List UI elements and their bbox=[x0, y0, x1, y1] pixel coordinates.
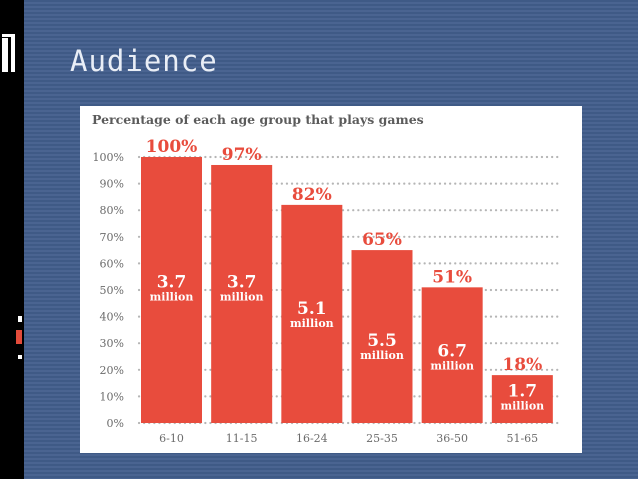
bar bbox=[141, 157, 202, 423]
y-tick-label: 10% bbox=[100, 390, 124, 403]
y-tick-label: 20% bbox=[100, 364, 124, 377]
bar-value-label: 100% bbox=[146, 137, 198, 157]
bar-value-label: 97% bbox=[222, 145, 262, 165]
bar-annotation-number: 1.7 bbox=[508, 381, 538, 401]
bar bbox=[211, 164, 273, 424]
left-edge-bar bbox=[0, 0, 24, 479]
bar-annotation-unit: million bbox=[430, 360, 474, 373]
bar-annotation-unit: million bbox=[360, 349, 404, 362]
side-marker bbox=[16, 330, 22, 344]
bar-annotation-unit: million bbox=[150, 290, 194, 303]
bar bbox=[491, 375, 553, 423]
chart-panel: Percentage of each age group that plays … bbox=[80, 106, 582, 453]
bar-value-label: 51% bbox=[432, 267, 472, 287]
x-tick-label: 51-65 bbox=[506, 432, 538, 445]
corner-decoration bbox=[2, 34, 15, 37]
corner-decoration bbox=[11, 34, 15, 72]
bar-annotation-unit: million bbox=[220, 290, 264, 303]
x-tick-label: 25-35 bbox=[366, 432, 398, 445]
y-tick-label: 60% bbox=[100, 257, 124, 270]
y-tick-label: 50% bbox=[100, 284, 124, 297]
side-marker bbox=[18, 355, 22, 359]
bar-annotation-number: 5.5 bbox=[367, 331, 397, 351]
bar-annotation-number: 6.7 bbox=[437, 342, 467, 362]
side-marker bbox=[18, 316, 22, 322]
bar bbox=[421, 287, 483, 423]
bar bbox=[281, 204, 343, 423]
corner-decoration bbox=[2, 38, 8, 72]
y-tick-label: 0% bbox=[107, 417, 124, 430]
x-tick-label: 11-15 bbox=[226, 432, 258, 445]
y-tick-label: 100% bbox=[93, 151, 124, 164]
bar-value-label: 82% bbox=[292, 185, 332, 205]
bar-value-label: 18% bbox=[502, 355, 542, 375]
x-tick-label: 36-50 bbox=[436, 432, 468, 445]
x-tick-label: 16-24 bbox=[296, 432, 328, 445]
bar-chart: 0% 10% 20% 30% 40% 50% 60% 70% 80% 90% 100% 100% 3.7… bbox=[93, 137, 564, 445]
bar-annotation-number: 3.7 bbox=[227, 272, 257, 292]
bar-value-label: 65% bbox=[362, 230, 402, 250]
y-tick-label: 90% bbox=[100, 178, 124, 191]
bar-annotation-unit: million bbox=[500, 399, 544, 412]
bar bbox=[351, 250, 413, 423]
y-tick-label: 80% bbox=[100, 204, 124, 217]
bar-annotation-unit: million bbox=[290, 317, 334, 330]
y-tick-label: 40% bbox=[100, 311, 124, 324]
bar-annotation-number: 5.1 bbox=[297, 299, 327, 319]
slide-title: Audience bbox=[70, 44, 218, 78]
y-tick-label: 70% bbox=[100, 231, 124, 244]
bar-annotation-number: 3.7 bbox=[157, 272, 187, 292]
x-tick-label: 6-10 bbox=[159, 432, 184, 445]
y-tick-label: 30% bbox=[100, 337, 124, 350]
chart-title: Percentage of each age group that plays … bbox=[92, 112, 424, 127]
